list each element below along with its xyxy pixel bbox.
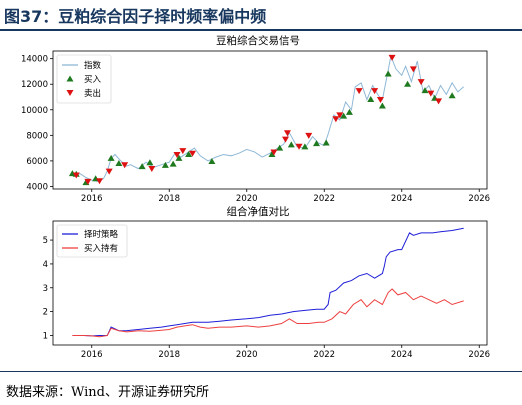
sell-marker — [72, 172, 80, 179]
buy-markers — [68, 70, 456, 186]
x-tick-label: 2022 — [313, 194, 335, 204]
sell-marker — [305, 132, 313, 139]
x-tick-label: 2026 — [468, 194, 490, 204]
sell-marker — [283, 130, 291, 137]
buy-marker — [208, 158, 216, 165]
sell-marker — [282, 136, 289, 143]
legend-buyhold-label: 买入持有 — [84, 243, 118, 254]
buy-marker — [313, 140, 320, 147]
x-tick-label: 2018 — [158, 194, 180, 204]
buy-marker — [115, 159, 123, 166]
buy-marker — [322, 139, 330, 146]
sell-marker — [96, 178, 103, 185]
sell-marker — [173, 152, 181, 158]
buy-marker — [276, 144, 284, 151]
buy-marker — [378, 102, 386, 109]
sell-marker — [371, 88, 379, 95]
index-line — [72, 54, 465, 182]
x-tick-label: 2020 — [236, 350, 258, 360]
x-tick-label: 2024 — [391, 194, 413, 204]
legend-sell-swatch — [66, 90, 74, 96]
title-rule — [0, 29, 522, 31]
signals-chart-title: 豆粕综合交易信号 — [216, 34, 300, 47]
buyhold-nav-line — [72, 288, 464, 338]
sell-marker — [332, 116, 340, 123]
y-tick-label: 5 — [43, 236, 48, 246]
buy-marker — [340, 112, 348, 119]
sell-marker — [417, 79, 425, 86]
legend-buy-label: 买入 — [84, 75, 102, 85]
strategy-nav-line — [72, 227, 464, 337]
signals-axis-ticks: 2016 2018 2020 2022 2024 2026 4000 6000 8000 1000… — [21, 55, 490, 204]
y-tick-label: 14000 — [21, 55, 48, 65]
y-tick-label: 6000 — [26, 157, 48, 167]
nav-legend-box — [56, 224, 128, 258]
x-tick-label: 2020 — [236, 194, 258, 204]
sell-marker — [388, 54, 396, 61]
sell-marker — [270, 149, 278, 156]
y-tick-label: 4000 — [26, 182, 48, 192]
buy-marker — [287, 141, 295, 148]
buy-marker — [301, 143, 309, 150]
buy-marker — [384, 70, 392, 77]
buy-marker — [404, 80, 412, 87]
source-note: 数据来源：Wind、开源证券研究所 — [6, 385, 209, 400]
buy-marker — [175, 154, 183, 161]
charts-canvas: 豆粕综合交易信号 2016 2018 2020 2022 2024 2026 4000 600… — [21, 34, 490, 360]
figure-title: 图37：豆粕综合因子择时频率偏中频 — [4, 7, 267, 26]
y-tick-label: 2 — [43, 308, 48, 318]
sell-marker — [376, 97, 384, 104]
nav-chart-title: 组合净值对比 — [227, 205, 290, 218]
sell-marker — [148, 166, 156, 173]
buy-marker — [107, 154, 115, 161]
y-tick-label: 4 — [43, 260, 48, 270]
sell-marker — [121, 162, 129, 169]
legend-index-label: 指数 — [84, 60, 102, 71]
sell-markers — [72, 54, 443, 185]
buy-marker — [161, 161, 169, 168]
x-tick-label: 2026 — [468, 350, 490, 360]
signals-legend: 指数 买入 卖出 — [56, 54, 112, 104]
nav-chart: 组合净值对比 2016 2018 2020 2022 2024 2026 1 2 3 4 5 择时策… — [43, 205, 490, 360]
buy-marker — [268, 151, 276, 157]
x-tick-label: 2018 — [158, 350, 180, 360]
y-tick-label: 12000 — [21, 80, 48, 90]
y-tick-label: 10000 — [21, 106, 48, 116]
sell-marker — [435, 98, 443, 105]
y-tick-label: 3 — [43, 284, 48, 294]
legend-strategy-label: 择时策略 — [84, 229, 119, 240]
x-tick-label: 2024 — [391, 350, 413, 360]
buy-marker — [146, 159, 154, 166]
y-tick-label: 8000 — [26, 131, 48, 141]
x-tick-label: 2016 — [81, 350, 103, 360]
sell-marker — [179, 148, 187, 155]
legend-buy-swatch — [66, 75, 74, 82]
signals-plot-frame — [52, 50, 488, 190]
buy-marker — [185, 151, 193, 157]
x-tick-label: 2016 — [81, 194, 103, 204]
sell-marker — [189, 150, 196, 157]
signals-chart: 豆粕综合交易信号 2016 2018 2020 2022 2024 2026 4000 600… — [21, 34, 490, 204]
sell-marker — [105, 168, 113, 175]
sell-marker — [84, 178, 92, 185]
sell-marker — [295, 143, 303, 150]
y-tick-label: 1 — [43, 331, 48, 341]
buy-marker — [138, 163, 146, 170]
sell-marker — [427, 90, 435, 97]
nav-axis-ticks: 2016 2018 2020 2022 2024 2026 1 2 3 4 5 — [43, 236, 490, 360]
sell-marker — [355, 88, 363, 95]
buy-marker — [169, 160, 177, 167]
buy-marker — [421, 87, 429, 94]
nav-legend: 择时策略 买入持有 — [56, 224, 128, 258]
buy-marker — [345, 108, 353, 115]
source-rule — [0, 371, 522, 372]
legend-sell-label: 卖出 — [84, 88, 101, 99]
buy-marker — [448, 92, 456, 99]
sell-marker — [409, 66, 417, 73]
buy-marker — [367, 96, 375, 103]
sell-marker — [336, 112, 344, 119]
x-tick-label: 2022 — [313, 350, 335, 360]
nav-plot-frame — [52, 220, 488, 346]
